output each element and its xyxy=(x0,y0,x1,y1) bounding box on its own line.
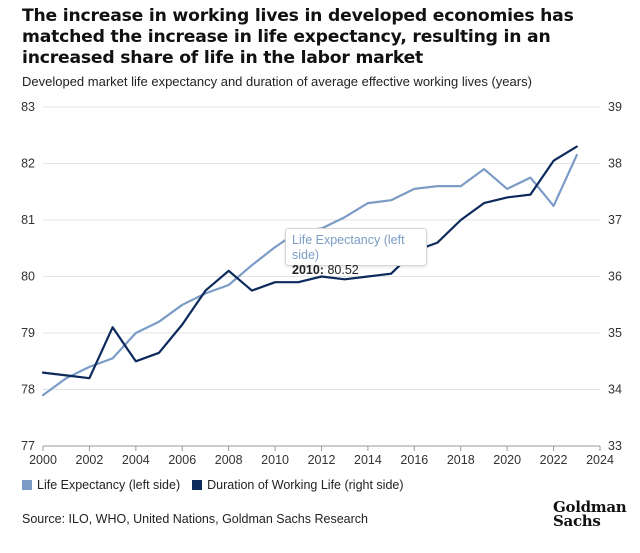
y-tick-label-right: 34 xyxy=(608,383,622,397)
y-tick-label-left: 80 xyxy=(21,270,35,284)
x-tick-label: 2014 xyxy=(354,453,382,467)
x-tick-label: 2000 xyxy=(29,453,57,467)
x-tick-label: 2020 xyxy=(493,453,521,467)
source-note: Source: ILO, WHO, United Nations, Goldma… xyxy=(22,512,368,526)
series-line-working-life xyxy=(41,145,578,380)
legend: Life Expectancy (left side) Duration of … xyxy=(22,478,416,492)
legend-item-work[interactable]: Duration of Working Life (right side) xyxy=(192,478,404,492)
chart-title: The increase in working lives in develop… xyxy=(22,6,574,68)
y-tick-label-left: 79 xyxy=(21,326,35,340)
tooltip-series: Life Expectancy (left side) xyxy=(292,233,405,262)
x-tick-label: 2024 xyxy=(586,453,614,467)
grid xyxy=(43,106,600,390)
tooltip-value: 80.52 xyxy=(327,263,359,277)
y-tick-label-right: 35 xyxy=(608,326,622,340)
legend-swatch-work xyxy=(192,480,203,490)
legend-swatch-life xyxy=(22,480,32,490)
legend-item-life[interactable]: Life Expectancy (left side) xyxy=(22,478,180,492)
tooltip-year: 2010: xyxy=(292,263,324,277)
x-tick-label: 2004 xyxy=(122,453,150,467)
x-tick-label: 2002 xyxy=(76,453,104,467)
y-tick-label-left: 81 xyxy=(21,213,35,227)
goldman-sachs-logo: Goldman Sachs xyxy=(553,498,627,530)
x-tick-label: 2022 xyxy=(540,453,568,467)
y-tick-label-right: 38 xyxy=(608,157,622,171)
tooltip: Life Expectancy (left side) 2010: 80.52 xyxy=(285,228,427,277)
x-tick-label: 2008 xyxy=(215,453,243,467)
logo-line-2: Sachs xyxy=(553,512,601,530)
y-tick-label-right: 36 xyxy=(608,270,622,284)
legend-label-work: Duration of Working Life (right side) xyxy=(207,478,404,492)
y-tick-label-left: 78 xyxy=(21,383,35,397)
y-tick-label-right: 33 xyxy=(608,439,622,453)
logo-line-1: Goldman xyxy=(553,498,627,516)
legend-label-life: Life Expectancy (left side) xyxy=(37,478,181,492)
x-tick-label: 2018 xyxy=(447,453,475,467)
axes: 77 78 79 80 81 82 83 33 34 35 36 37 38 39 2000 2002 2004… xyxy=(21,100,622,467)
x-tick-label: 2016 xyxy=(400,453,428,467)
chart-subtitle: Developed market life expectancy and dur… xyxy=(22,74,532,89)
y-tick-label-right: 37 xyxy=(608,213,622,227)
y-tick-label-left: 83 xyxy=(21,100,35,114)
y-tick-label-left: 82 xyxy=(21,157,35,171)
y-tick-label-right: 39 xyxy=(608,100,622,114)
x-tick-label: 2006 xyxy=(168,453,196,467)
tooltip-value-line: 2010: 80.52 xyxy=(292,263,426,278)
x-tick-label: 2012 xyxy=(308,453,336,467)
y-tick-label-left: 77 xyxy=(21,439,35,453)
x-tick-label: 2010 xyxy=(261,453,289,467)
